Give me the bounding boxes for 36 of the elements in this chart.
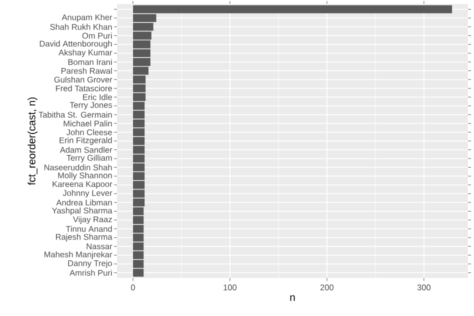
- y-tick-label: Rajesh Sharma: [56, 234, 112, 242]
- y-tick-label: Om Puri: [82, 32, 112, 39]
- y-tick-label: John Cleese: [66, 129, 112, 136]
- y-tick-label: Yashpal Sharma: [52, 207, 112, 216]
- y-tick-label: Erin Fitzgerald: [60, 137, 112, 145]
- y-tick-label: Eric Idle: [83, 94, 112, 100]
- y-tick-label: Akshay Kumar: [58, 49, 112, 58]
- y-tick-label: Tinnu Anand: [66, 226, 112, 232]
- y-tick-label: Vijay Raaz: [72, 216, 112, 224]
- y-tick-label: Mahesh Manjrekar: [44, 251, 112, 260]
- y-tick-label: Amrish Puri: [70, 270, 112, 276]
- x-tick-label: 200: [320, 284, 334, 290]
- x-tick-label: 0: [130, 284, 135, 290]
- y-axis-title: fct_reorder(cast, n): [28, 97, 38, 186]
- y-tick-label: Kareena Kapoor: [52, 181, 112, 189]
- y-tick-label: Danny Trejo: [68, 260, 112, 268]
- x-axis-title: n: [290, 295, 295, 301]
- y-tick-label: David Attenborough: [40, 40, 112, 48]
- y-tick-label: Paresh Rawal: [62, 68, 112, 74]
- y-tick-label: Terry Jones: [70, 102, 112, 110]
- y-tick-label: Fred Tatasciore: [56, 85, 112, 92]
- y-tick-label: Gulshan Grover: [54, 76, 112, 83]
- y-tick-label: Shah Rukh Khan: [50, 24, 112, 30]
- y-tick-label: Molly Shannon: [58, 172, 112, 180]
- y-tick-label: Michael Palin: [64, 120, 112, 126]
- x-tick-label: 100: [224, 284, 237, 290]
- y-tick-label: Naseeruddin Shah: [44, 164, 112, 170]
- y-tick-label: Johnny Lever: [62, 190, 112, 198]
- y-tick-label: Andrea Libman: [56, 199, 112, 206]
- y-tick-label: Tabitha St. Germain: [38, 112, 112, 118]
- y-tick-label: Boman Irani: [68, 58, 112, 65]
- y-tick-label: Terry Gilliam: [66, 154, 112, 162]
- y-tick-label: Nassar: [86, 244, 112, 250]
- y-tick-label: Anupam Kher: [62, 14, 112, 22]
- x-tick-label: 300: [417, 284, 431, 290]
- y-tick-label: Adam Sandler: [60, 146, 112, 153]
